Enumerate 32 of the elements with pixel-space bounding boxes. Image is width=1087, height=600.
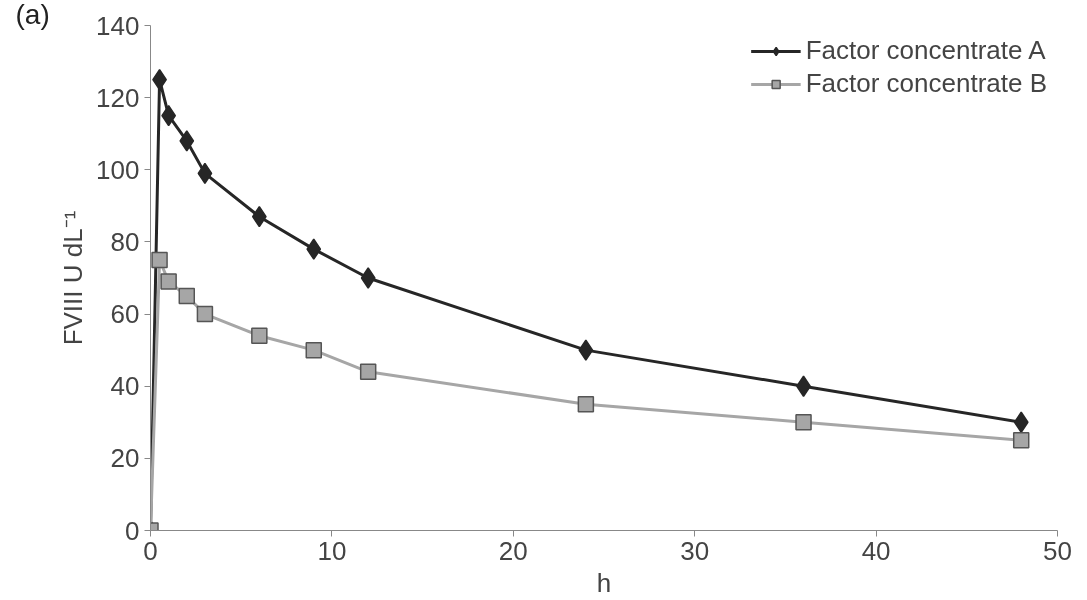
y-tick-label: 140 xyxy=(96,10,140,41)
y-tick-label: 20 xyxy=(110,443,140,474)
x-tick-label: 40 xyxy=(861,535,891,566)
y-tick-label: 60 xyxy=(110,299,140,330)
x-tick-label: 20 xyxy=(498,535,528,566)
point xyxy=(359,363,377,381)
point xyxy=(1012,432,1030,449)
x-tick-label: 50 xyxy=(1043,535,1072,566)
point xyxy=(160,273,177,290)
x-axis-title: h xyxy=(596,567,612,598)
point xyxy=(578,339,594,361)
legend-label: Factor concentrate B xyxy=(805,68,1047,99)
point xyxy=(305,341,323,359)
y-tick-label: 80 xyxy=(110,226,140,257)
point xyxy=(795,414,812,431)
point xyxy=(178,287,196,305)
point xyxy=(577,396,595,413)
y-axis-title: FVIII U dL⁻¹ xyxy=(58,210,89,346)
point xyxy=(196,305,214,323)
y-tick-label: 40 xyxy=(110,371,140,402)
x-tick-label: 30 xyxy=(680,535,710,566)
y-tick-label: 0 xyxy=(125,515,140,546)
point xyxy=(360,267,376,289)
legend-label: Factor concentrate A xyxy=(805,35,1046,66)
x-tick-label: 10 xyxy=(317,535,347,566)
point xyxy=(306,238,322,260)
point xyxy=(151,251,168,269)
y-tick-label: 100 xyxy=(96,154,140,185)
point xyxy=(179,130,195,152)
point xyxy=(251,327,268,344)
text: (a) xyxy=(15,0,50,30)
y-tick-label: 120 xyxy=(96,82,140,113)
